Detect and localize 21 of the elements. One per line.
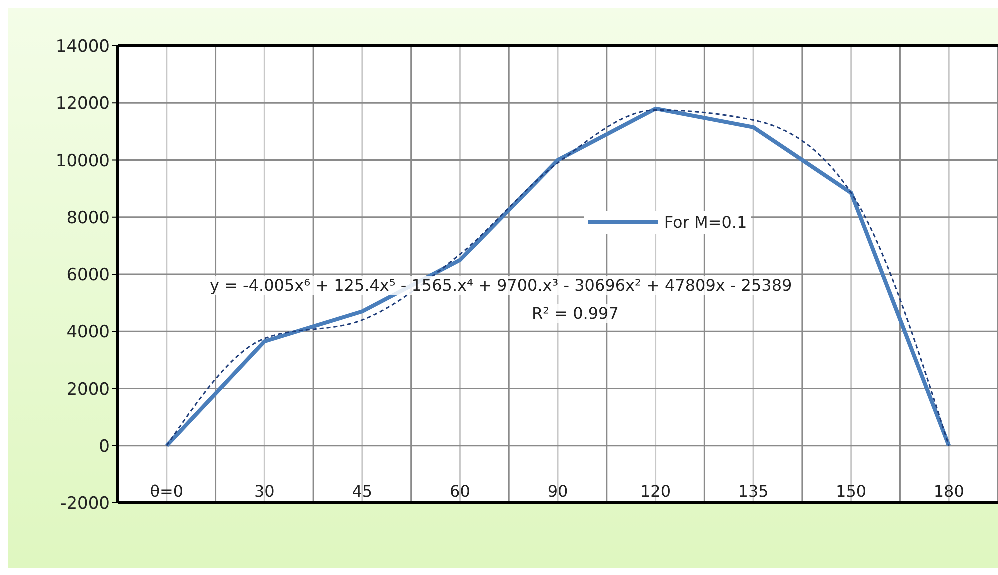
x-tick-label: 120 xyxy=(640,482,672,501)
annotation: y = -4.005x⁶ + 125.4x⁵ - 1565.x⁴ + 9700.x³ - 30696x² + 47809x - 25389 xyxy=(208,276,794,295)
x-tick-label: 60 xyxy=(450,482,470,501)
y-tick-label: 14000 xyxy=(56,37,110,58)
y-tick-label: 6000 xyxy=(66,266,110,286)
x-tick-label: 45 xyxy=(352,482,373,501)
x-tick-label: 90 xyxy=(548,482,568,501)
y-tick-label: -2000 xyxy=(60,494,110,514)
legend-label: For M=0.1 xyxy=(664,212,748,232)
y-tick-label: 4000 xyxy=(66,322,110,343)
x-tick-label: 30 xyxy=(254,482,275,501)
y-tick-label: 8000 xyxy=(66,208,110,228)
x-tick-label: 135 xyxy=(738,482,769,501)
x-tick-label: 180 xyxy=(934,482,964,501)
x-tick-label: 150 xyxy=(836,482,867,501)
x-tick-label: θ=0 xyxy=(150,482,184,501)
y-tick-label: 0 xyxy=(99,436,110,457)
y-tick-label: 12000 xyxy=(56,94,110,114)
y-tick-label: 2000 xyxy=(66,380,110,400)
y-tick-label: 10000 xyxy=(56,151,110,172)
annotation: R² = 0.997 xyxy=(530,304,621,323)
